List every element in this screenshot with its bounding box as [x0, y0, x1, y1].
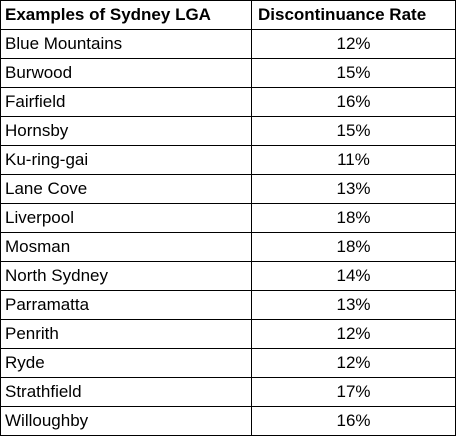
header-lga: Examples of Sydney LGA	[0, 0, 252, 30]
rate-cell: 16%	[251, 87, 456, 117]
table-row: Ryde 12%	[0, 348, 456, 378]
table-row: Parramatta 13%	[0, 290, 456, 320]
table-row: Hornsby 15%	[0, 116, 456, 146]
table-row: Willoughby 16%	[0, 406, 456, 436]
table-row: North Sydney 14%	[0, 261, 456, 291]
rate-cell: 17%	[251, 377, 456, 407]
lga-cell: Strathfield	[0, 377, 252, 407]
lga-cell: Burwood	[0, 58, 252, 88]
table-header-row: Examples of Sydney LGA Discontinuance Ra…	[0, 0, 456, 30]
rate-cell: 13%	[251, 290, 456, 320]
lga-cell: Ryde	[0, 348, 252, 378]
rate-cell: 11%	[251, 145, 456, 175]
rate-cell: 18%	[251, 232, 456, 262]
lga-cell: North Sydney	[0, 261, 252, 291]
rate-cell: 15%	[251, 116, 456, 146]
table-row: Mosman 18%	[0, 232, 456, 262]
lga-cell: Liverpool	[0, 203, 252, 233]
rate-cell: 15%	[251, 58, 456, 88]
table-row: Lane Cove 13%	[0, 174, 456, 204]
table-row: Penrith 12%	[0, 319, 456, 349]
lga-cell: Parramatta	[0, 290, 252, 320]
lga-cell: Fairfield	[0, 87, 252, 117]
lga-cell: Mosman	[0, 232, 252, 262]
header-discontinuance-rate: Discontinuance Rate	[251, 0, 456, 30]
table-row: Ku-ring-gai 11%	[0, 145, 456, 175]
table-row: Liverpool 18%	[0, 203, 456, 233]
rate-cell: 12%	[251, 319, 456, 349]
table-body: Blue Mountains 12% Burwood 15% Fairfield…	[0, 29, 456, 436]
lga-cell: Penrith	[0, 319, 252, 349]
table-row: Fairfield 16%	[0, 87, 456, 117]
rate-cell: 14%	[251, 261, 456, 291]
rate-cell: 12%	[251, 348, 456, 378]
rate-cell: 12%	[251, 29, 456, 59]
rate-cell: 18%	[251, 203, 456, 233]
lga-cell: Willoughby	[0, 406, 252, 436]
rate-cell: 16%	[251, 406, 456, 436]
lga-cell: Lane Cove	[0, 174, 252, 204]
rate-cell: 13%	[251, 174, 456, 204]
table-row: Blue Mountains 12%	[0, 29, 456, 59]
table-row: Strathfield 17%	[0, 377, 456, 407]
lga-cell: Blue Mountains	[0, 29, 252, 59]
table-row: Burwood 15%	[0, 58, 456, 88]
lga-cell: Hornsby	[0, 116, 252, 146]
lga-cell: Ku-ring-gai	[0, 145, 252, 175]
